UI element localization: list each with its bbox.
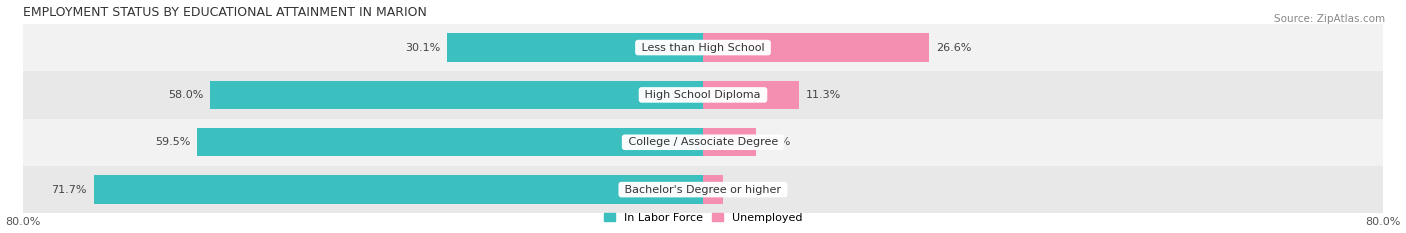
Bar	[703, 128, 755, 157]
Text: 11.3%: 11.3%	[806, 90, 841, 100]
Text: Less than High School: Less than High School	[638, 43, 768, 53]
Bar	[24, 24, 1382, 71]
Text: EMPLOYMENT STATUS BY EDUCATIONAL ATTAINMENT IN MARION: EMPLOYMENT STATUS BY EDUCATIONAL ATTAINM…	[24, 6, 427, 19]
Text: 6.2%: 6.2%	[762, 137, 790, 147]
Bar	[24, 71, 1382, 119]
Bar	[197, 128, 703, 157]
Bar	[24, 119, 1382, 166]
Bar	[703, 81, 799, 109]
Text: 2.3%: 2.3%	[730, 185, 758, 195]
Text: 71.7%: 71.7%	[52, 185, 87, 195]
Text: High School Diploma: High School Diploma	[641, 90, 765, 100]
Bar	[703, 33, 929, 62]
Bar	[24, 166, 1382, 213]
Bar	[447, 33, 703, 62]
Bar	[209, 81, 703, 109]
Text: Bachelor's Degree or higher: Bachelor's Degree or higher	[621, 185, 785, 195]
Text: 26.6%: 26.6%	[936, 43, 972, 53]
Text: 58.0%: 58.0%	[167, 90, 204, 100]
Text: Source: ZipAtlas.com: Source: ZipAtlas.com	[1274, 14, 1385, 24]
Text: 30.1%: 30.1%	[405, 43, 440, 53]
Legend: In Labor Force, Unemployed: In Labor Force, Unemployed	[603, 213, 803, 223]
Text: College / Associate Degree: College / Associate Degree	[624, 137, 782, 147]
Bar	[94, 175, 703, 204]
Bar	[703, 175, 723, 204]
Text: 59.5%: 59.5%	[155, 137, 191, 147]
